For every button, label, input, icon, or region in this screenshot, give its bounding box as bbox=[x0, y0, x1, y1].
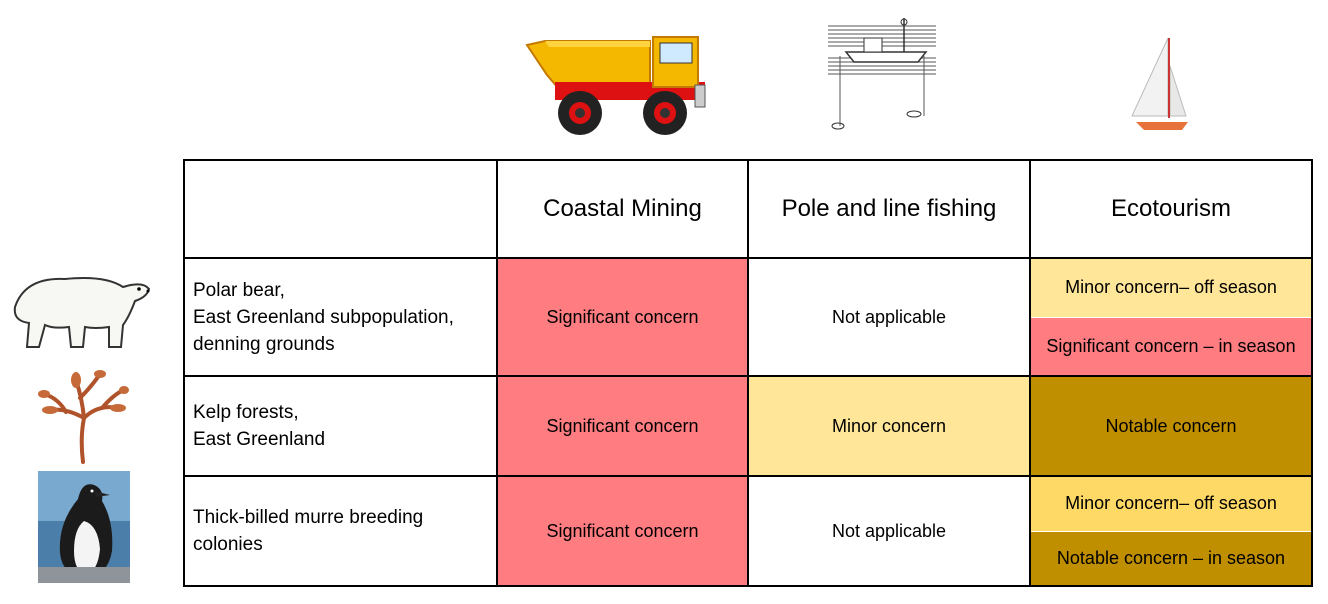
in-season-concern: Significant concern – in season bbox=[1031, 317, 1311, 375]
column-header-ecotourism: Ecotourism bbox=[1029, 159, 1313, 259]
species-label: Polar bear, East Greenland subpopulation… bbox=[183, 257, 498, 377]
concern-matrix: Coastal Mining Pole and line fishing Eco… bbox=[183, 159, 1313, 587]
fishing-concern-cell: Not applicable bbox=[747, 475, 1031, 587]
in-season-concern: Notable concern – in season bbox=[1031, 531, 1311, 585]
column-header-fishing: Pole and line fishing bbox=[747, 159, 1031, 259]
table-row: Polar bear, East Greenland subpopulation… bbox=[183, 257, 1313, 377]
mining-concern-cell: Significant concern bbox=[496, 257, 749, 377]
off-season-concern: Minor concern– off season bbox=[1031, 259, 1311, 318]
sailboat-icon bbox=[1131, 37, 1188, 130]
column-header-mining: Coastal Mining bbox=[496, 159, 749, 259]
off-season-concern: Minor concern– off season bbox=[1031, 477, 1311, 532]
ecotourism-concern-cell: Minor concern– off season Notable concer… bbox=[1029, 475, 1313, 587]
species-label: Kelp forests, East Greenland bbox=[183, 375, 498, 477]
table-row: Thick-billed murre breeding colonies Sig… bbox=[183, 475, 1313, 587]
fishing-concern-cell: Minor concern bbox=[747, 375, 1031, 477]
table-row: Kelp forests, East Greenland Significant… bbox=[183, 375, 1313, 477]
header-row: Coastal Mining Pole and line fishing Eco… bbox=[183, 159, 1313, 259]
mining-concern-cell: Significant concern bbox=[496, 375, 749, 477]
polar-bear-icon bbox=[13, 277, 151, 348]
fishing-boat-icon bbox=[828, 18, 936, 130]
dump-truck-icon bbox=[525, 36, 706, 135]
fishing-concern-cell: Not applicable bbox=[747, 257, 1031, 377]
mining-concern-cell: Significant concern bbox=[496, 475, 749, 587]
murre-bird-icon bbox=[38, 471, 130, 583]
corner-cell bbox=[183, 159, 498, 259]
kelp-icon bbox=[38, 370, 129, 464]
ecotourism-concern-cell: Notable concern bbox=[1029, 375, 1313, 477]
ecotourism-concern-cell: Minor concern– off season Significant co… bbox=[1029, 257, 1313, 377]
species-label: Thick-billed murre breeding colonies bbox=[183, 475, 498, 587]
